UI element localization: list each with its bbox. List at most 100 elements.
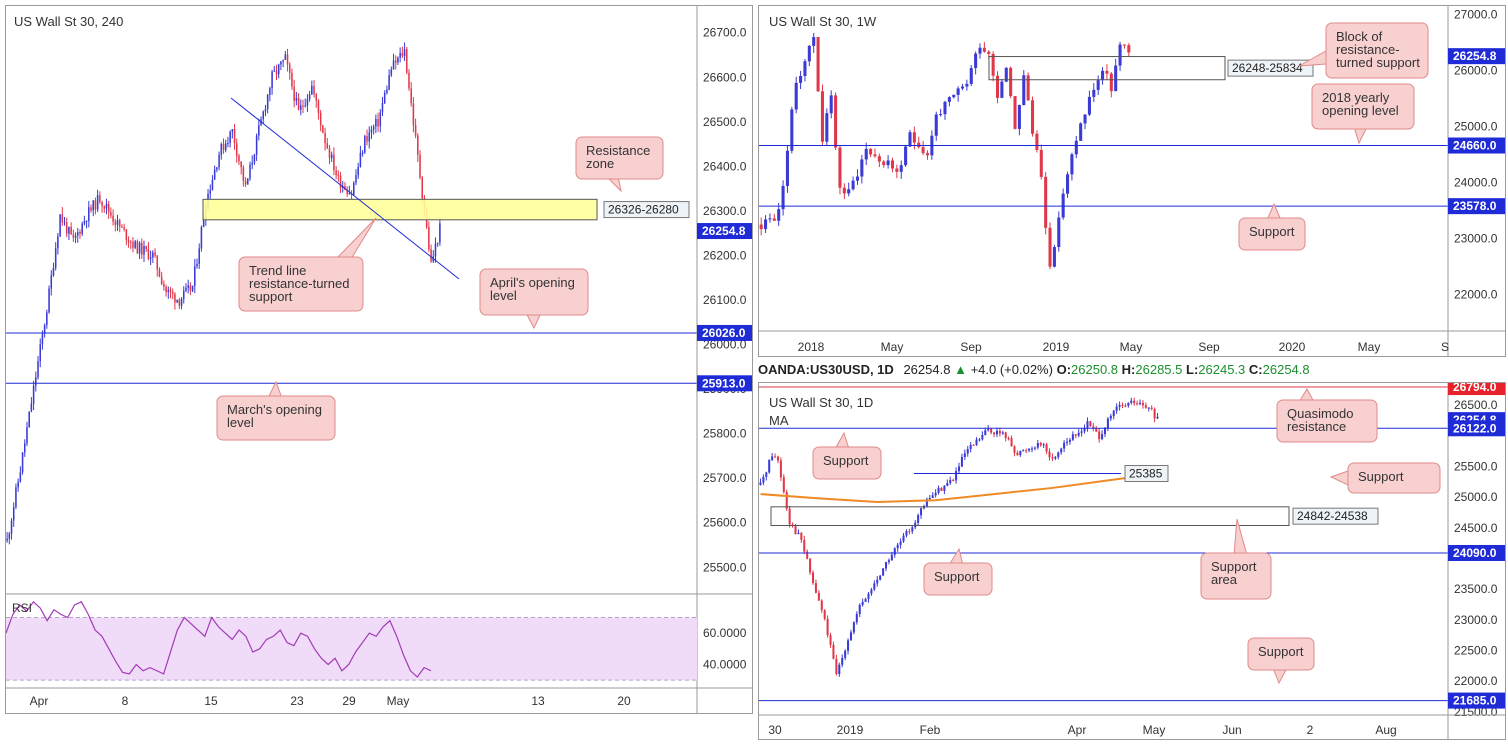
4h-x-tick: 8	[122, 694, 129, 708]
4h-candle	[61, 214, 64, 223]
4h-candle	[417, 135, 419, 155]
1w-candle	[943, 101, 947, 115]
4h-candle	[132, 242, 134, 248]
1d-candle	[776, 456, 779, 461]
1d-x-tick: Feb	[920, 723, 941, 737]
1w-support-block	[988, 56, 1226, 81]
chart-1d-title: US Wall St 30, 1D	[769, 395, 874, 410]
1d-candle	[990, 428, 993, 433]
4h-candle	[15, 487, 17, 507]
4h-note-march-text: March's opening	[227, 402, 322, 417]
1d-candle	[829, 635, 832, 645]
1w-note-block-pointer	[1298, 50, 1327, 67]
1d-candle	[806, 551, 809, 559]
1w-note-support-box	[1238, 217, 1306, 251]
1w-candle	[820, 91, 824, 142]
4h-candle	[229, 131, 231, 144]
1w-x-tick: Sep	[1198, 340, 1220, 354]
1d-zone-label-text: 24842-24538	[1297, 509, 1368, 523]
1w-candle	[960, 86, 965, 89]
1w-y-tick: 24000.0	[1454, 176, 1498, 190]
chart-1w-title: US Wall St 30, 1W	[769, 14, 877, 29]
1d-candle	[911, 527, 914, 532]
4h-candle	[138, 242, 141, 254]
1d-candle	[896, 544, 899, 549]
1w-candle	[1030, 100, 1035, 134]
1d-candle	[1083, 428, 1086, 432]
1d-candle	[949, 479, 952, 484]
4h-candle	[198, 248, 200, 264]
1w-candle	[1105, 70, 1109, 74]
4h-candle	[421, 177, 424, 199]
4h-candle	[392, 60, 395, 70]
4h-candle	[220, 143, 223, 155]
1d-candle	[1124, 405, 1127, 407]
4h-candle	[317, 100, 320, 113]
4h-candle	[355, 175, 357, 183]
1d-candle	[809, 558, 812, 573]
1w-price-tag-text: 23578.0	[1453, 199, 1497, 213]
4h-candle	[379, 112, 382, 127]
1w-candle	[882, 161, 886, 166]
1d-x-tick: 2	[1307, 723, 1314, 737]
4h-note-march-text: level	[227, 415, 254, 430]
1d-candle	[876, 579, 879, 584]
4h-note-april-text: April's opening	[490, 275, 575, 290]
1d-note-support-3-text: Support	[934, 569, 980, 584]
4h-candle	[163, 284, 165, 287]
1d-candle	[1013, 446, 1016, 453]
4h-candle	[32, 385, 35, 404]
1d-candle	[917, 515, 920, 523]
1d-x-tick: 2019	[837, 723, 864, 737]
1d-candle	[762, 476, 765, 483]
1d-candle	[1077, 432, 1080, 436]
chart-1d-panel[interactable]: 25385 24842-24538 Quasimodo resistance Suppo…	[758, 382, 1506, 740]
1w-note-yearly-text: opening level	[1322, 103, 1399, 118]
1w-candle	[772, 218, 776, 221]
4h-candle	[377, 118, 379, 127]
1w-candle	[952, 94, 956, 98]
1d-candle	[835, 658, 838, 675]
4h-candle	[247, 178, 249, 185]
1d-candle	[955, 471, 958, 481]
1d-price-tag	[1448, 420, 1505, 437]
4h-candle	[273, 70, 276, 72]
4h-x-tick: 13	[531, 694, 545, 708]
1d-price-tag-text: 26794.0	[1453, 383, 1497, 394]
1d-candle	[820, 600, 823, 611]
chart-1w-panel[interactable]: 26248-25834 Block of resistance-turned sup…	[758, 5, 1506, 357]
1w-candle	[899, 165, 903, 172]
4h-candle	[145, 245, 147, 250]
1d-candle	[887, 560, 890, 563]
chart-4h-panel[interactable]: 26326-26280 Resistance zone Trend line resis…	[5, 5, 753, 714]
1d-candle	[870, 589, 873, 594]
4h-candle	[167, 289, 170, 292]
4h-candle	[121, 226, 123, 228]
1d-price-tag	[1448, 544, 1505, 561]
4h-candle	[224, 143, 227, 151]
4h-y-tick: 26100.0	[703, 293, 747, 307]
1d-candle	[975, 439, 978, 445]
4h-candle	[65, 222, 68, 234]
4h-candle	[101, 201, 103, 207]
4h-candle	[315, 94, 318, 101]
1w-candle	[1000, 81, 1004, 98]
1d-candle	[928, 497, 931, 500]
4h-candle	[187, 285, 189, 288]
4h-candle	[348, 193, 351, 195]
1d-candle	[1030, 448, 1034, 450]
1d-candle	[931, 495, 934, 498]
1d-candle	[788, 508, 791, 525]
1w-candle	[860, 159, 864, 177]
1w-candle	[873, 154, 877, 157]
1d-note-support-1-box	[812, 446, 882, 480]
1w-candle	[799, 75, 803, 83]
1w-candle	[965, 83, 969, 87]
1d-candle	[993, 432, 996, 435]
1w-candle	[886, 160, 890, 166]
4h-candle	[23, 443, 26, 453]
1d-candle	[995, 430, 998, 435]
